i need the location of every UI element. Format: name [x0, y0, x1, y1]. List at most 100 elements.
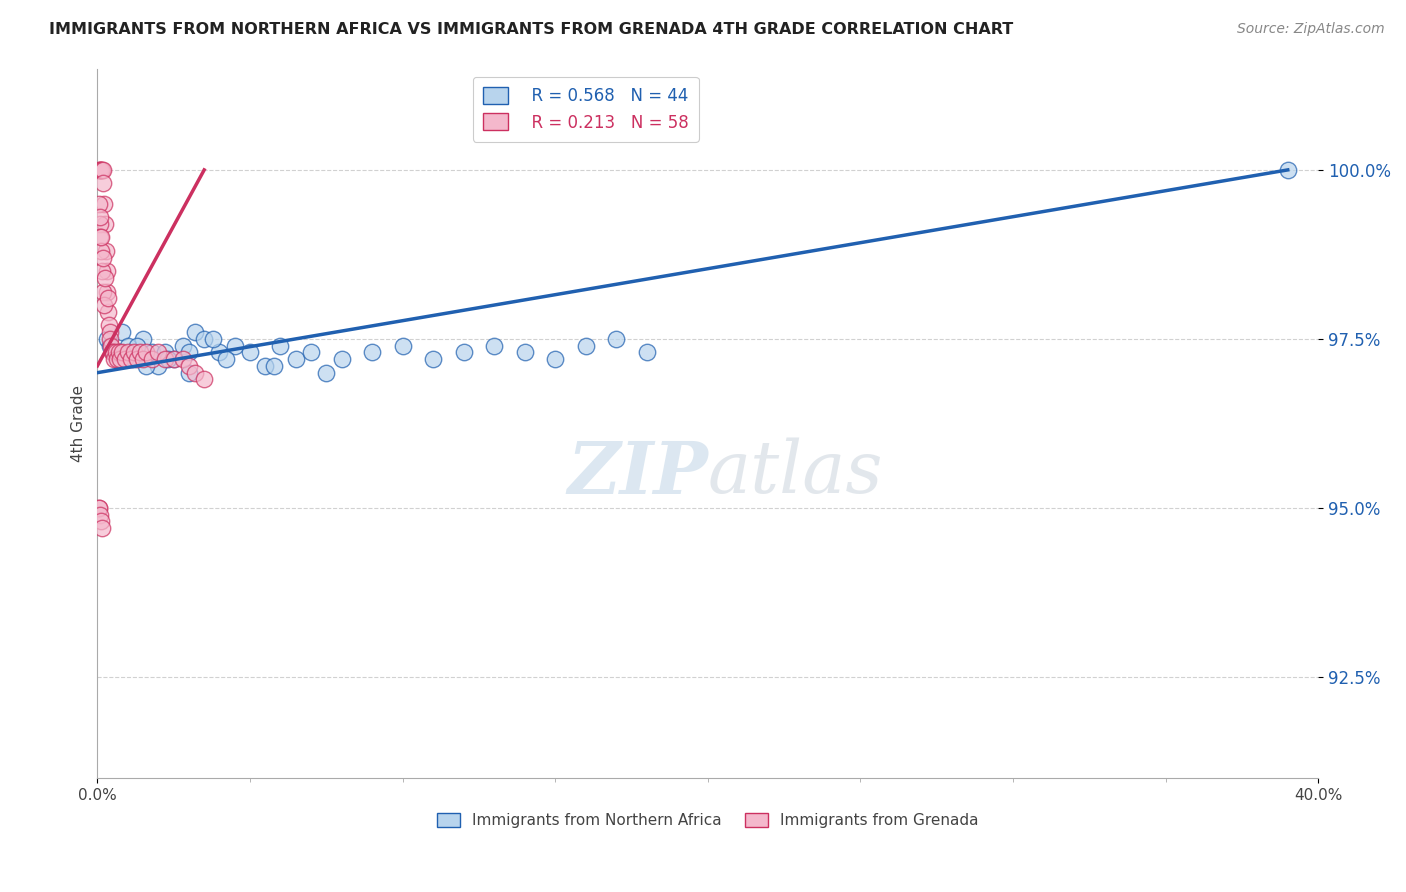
Point	[120, 352, 142, 367]
Point	[111, 345, 134, 359]
Point	[224, 338, 246, 352]
Point	[184, 366, 207, 380]
Point	[135, 359, 157, 373]
Point	[129, 345, 152, 359]
Point	[103, 352, 125, 367]
Point	[111, 325, 134, 339]
Point	[239, 345, 262, 359]
Point	[90, 162, 112, 177]
Point	[330, 352, 353, 367]
Point	[208, 345, 231, 359]
Point	[193, 332, 215, 346]
Point	[97, 305, 120, 319]
Point	[132, 332, 155, 346]
Point	[89, 211, 111, 225]
Point	[93, 298, 115, 312]
Point	[94, 244, 117, 258]
Text: Source: ZipAtlas.com: Source: ZipAtlas.com	[1237, 22, 1385, 37]
Point	[90, 515, 112, 529]
Point	[89, 162, 111, 177]
Point	[97, 291, 120, 305]
Point	[544, 352, 567, 367]
Point	[104, 345, 127, 359]
Point	[101, 345, 124, 359]
Point	[153, 345, 176, 359]
Point	[98, 332, 121, 346]
Text: ZIP: ZIP	[567, 438, 707, 508]
Point	[163, 352, 186, 367]
Point	[97, 318, 120, 333]
Point	[117, 338, 139, 352]
Point	[177, 345, 200, 359]
Y-axis label: 4th Grade: 4th Grade	[72, 384, 86, 462]
Point	[114, 352, 136, 367]
Point	[91, 285, 114, 299]
Point	[156, 352, 179, 367]
Point	[98, 325, 121, 339]
Point	[361, 345, 384, 359]
Point	[172, 352, 194, 367]
Point	[94, 271, 117, 285]
Point	[135, 345, 157, 359]
Point	[202, 332, 225, 346]
Point	[315, 366, 337, 380]
Point	[148, 359, 170, 373]
Point	[87, 162, 110, 177]
Point	[100, 338, 122, 352]
Legend: Immigrants from Northern Africa, Immigrants from Grenada: Immigrants from Northern Africa, Immigra…	[432, 807, 984, 834]
Point	[284, 352, 307, 367]
Text: atlas: atlas	[707, 438, 883, 508]
Point	[453, 345, 475, 359]
Point	[93, 177, 115, 191]
Point	[263, 359, 285, 373]
Point	[110, 352, 132, 367]
Point	[96, 285, 118, 299]
Point	[177, 359, 200, 373]
Point	[104, 345, 127, 359]
Point	[1277, 162, 1299, 177]
Point	[96, 332, 118, 346]
Point	[391, 338, 413, 352]
Point	[636, 345, 658, 359]
Point	[122, 345, 145, 359]
Point	[107, 345, 129, 359]
Point	[141, 352, 163, 367]
Point	[299, 345, 322, 359]
Point	[89, 230, 111, 244]
Point	[90, 162, 112, 177]
Point	[90, 521, 112, 535]
Point	[513, 345, 536, 359]
Point	[90, 244, 112, 258]
Point	[163, 352, 186, 367]
Point	[101, 345, 124, 359]
Point	[125, 352, 148, 367]
Point	[105, 352, 128, 367]
Point	[89, 162, 111, 177]
Point	[87, 500, 110, 515]
Point	[91, 162, 114, 177]
Point	[141, 345, 163, 359]
Point	[87, 196, 110, 211]
Point	[90, 264, 112, 278]
Point	[122, 352, 145, 367]
Point	[125, 338, 148, 352]
Point	[153, 352, 176, 367]
Point	[422, 352, 444, 367]
Point	[193, 372, 215, 386]
Point	[89, 500, 111, 515]
Point	[90, 230, 112, 244]
Point	[214, 352, 236, 367]
Point	[89, 217, 111, 231]
Point	[177, 366, 200, 380]
Point	[89, 508, 111, 522]
Point	[94, 217, 117, 231]
Point	[269, 338, 291, 352]
Point	[132, 352, 155, 367]
Point	[575, 338, 598, 352]
Point	[605, 332, 627, 346]
Point	[148, 345, 170, 359]
Point	[184, 325, 207, 339]
Text: IMMIGRANTS FROM NORTHERN AFRICA VS IMMIGRANTS FROM GRENADA 4TH GRADE CORRELATION: IMMIGRANTS FROM NORTHERN AFRICA VS IMMIG…	[49, 22, 1014, 37]
Point	[101, 345, 124, 359]
Point	[107, 345, 129, 359]
